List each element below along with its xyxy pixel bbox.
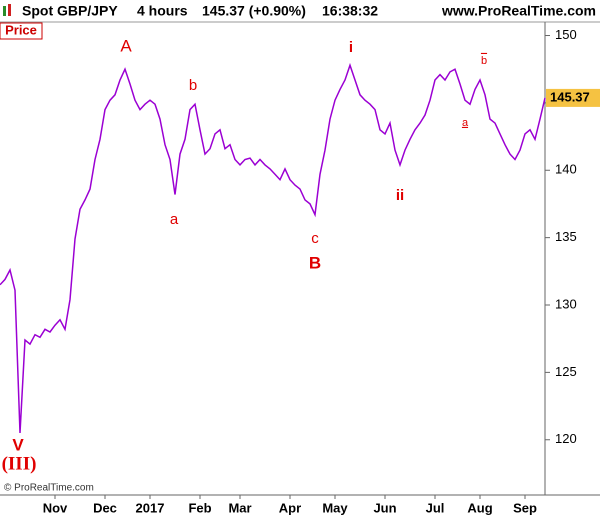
x-tick-label: Mar xyxy=(228,500,251,515)
quote: 145.37 (+0.90%) xyxy=(202,3,306,19)
y-tick-label: 135 xyxy=(555,229,577,244)
wave-label: b xyxy=(481,55,487,67)
y-tick-label: 125 xyxy=(555,364,577,379)
x-tick-label: Aug xyxy=(467,500,492,515)
wave-label: c xyxy=(311,230,319,247)
y-tick-label: 140 xyxy=(555,162,577,177)
x-tick-label: Nov xyxy=(43,500,68,515)
wave-label: a xyxy=(462,117,469,129)
wave-label: A xyxy=(120,36,132,55)
y-tick-label: 150 xyxy=(555,27,577,42)
x-tick-label: May xyxy=(322,500,348,515)
panel-label-box xyxy=(0,22,43,40)
last-price-box xyxy=(546,88,600,107)
x-tick-label: Apr xyxy=(279,500,301,515)
x-tick-label: Dec xyxy=(93,500,117,515)
icon xyxy=(8,4,11,16)
symbol: Spot GBP/JPY xyxy=(22,3,118,19)
x-tick-label: Sep xyxy=(513,500,537,515)
y-tick-label: 130 xyxy=(555,296,577,311)
price-line xyxy=(0,62,546,434)
panel-label: Price xyxy=(5,22,37,37)
wave-label: B xyxy=(309,253,321,272)
x-tick-label: Jul xyxy=(426,500,445,515)
wave-label: V xyxy=(12,435,24,454)
wave-label: b xyxy=(189,77,197,94)
wave-label: i xyxy=(349,39,353,56)
copyright: © ProRealTime.com xyxy=(4,483,94,494)
time: 16:38:32 xyxy=(322,3,378,19)
x-tick-label: Jun xyxy=(373,500,396,515)
period: 4 hours xyxy=(137,3,188,19)
wave-label: (III) xyxy=(2,453,37,474)
x-tick-label: Feb xyxy=(188,500,211,515)
site: www.ProRealTime.com xyxy=(441,3,596,19)
icon xyxy=(3,6,6,16)
y-tick-label: 120 xyxy=(555,431,577,446)
header-bar xyxy=(0,0,600,22)
wave-label: ii xyxy=(396,187,404,204)
last-price-label: 145.37 xyxy=(550,89,590,104)
wave-label: a xyxy=(170,211,179,228)
x-tick-label: 2017 xyxy=(136,500,165,515)
